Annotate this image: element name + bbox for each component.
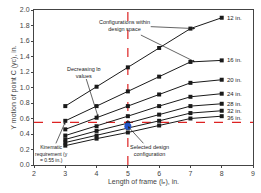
svg-text:3: 3 — [63, 170, 67, 177]
svg-text:16 in.: 16 in. — [227, 57, 242, 63]
svg-text:0.4: 0.4 — [20, 130, 30, 137]
svg-text:8: 8 — [220, 170, 224, 177]
svg-text:0.2: 0.2 — [20, 146, 30, 153]
svg-text:4: 4 — [95, 170, 99, 177]
svg-text:1.8: 1.8 — [20, 22, 30, 29]
svg-text:Configurations withindesign sp: Configurations withindesign space — [99, 19, 150, 32]
svg-text:1.6: 1.6 — [20, 37, 30, 44]
svg-text:0.0: 0.0 — [20, 161, 30, 168]
svg-text:2: 2 — [32, 170, 36, 177]
svg-text:28 in.: 28 in. — [227, 101, 242, 107]
svg-text:5: 5 — [126, 170, 130, 177]
svg-text:2.0: 2.0 — [20, 6, 30, 13]
svg-text:6: 6 — [157, 170, 161, 177]
svg-text:12 in.: 12 in. — [227, 15, 242, 21]
svg-text:7: 7 — [188, 170, 192, 177]
svg-text:Selected designconfiguration: Selected designconfiguration — [130, 144, 169, 157]
svg-text:36 in.: 36 in. — [227, 115, 242, 121]
svg-text:Decreasing lᴅvalues: Decreasing lᴅvalues — [67, 66, 101, 79]
svg-text:1.0: 1.0 — [20, 84, 30, 91]
svg-text:Y motion of point C (yᴄ), in.: Y motion of point C (yᴄ), in. — [10, 45, 18, 129]
svg-text:Kinematicrequirement (y= 0.55: Kinematicrequirement (y= 0.55 in.) — [35, 144, 68, 163]
svg-text:1.2: 1.2 — [20, 68, 30, 75]
svg-text:20 in.: 20 in. — [227, 77, 242, 83]
svg-text:1.4: 1.4 — [20, 53, 30, 60]
svg-text:0.8: 0.8 — [20, 99, 30, 106]
svg-text:Length of frame (lₑ), in.: Length of frame (lₑ), in. — [108, 178, 179, 186]
svg-text:24 in.: 24 in. — [227, 91, 242, 97]
svg-text:9: 9 — [251, 170, 255, 177]
svg-text:0.6: 0.6 — [20, 115, 30, 122]
svg-text:32 in.: 32 in. — [227, 108, 242, 114]
